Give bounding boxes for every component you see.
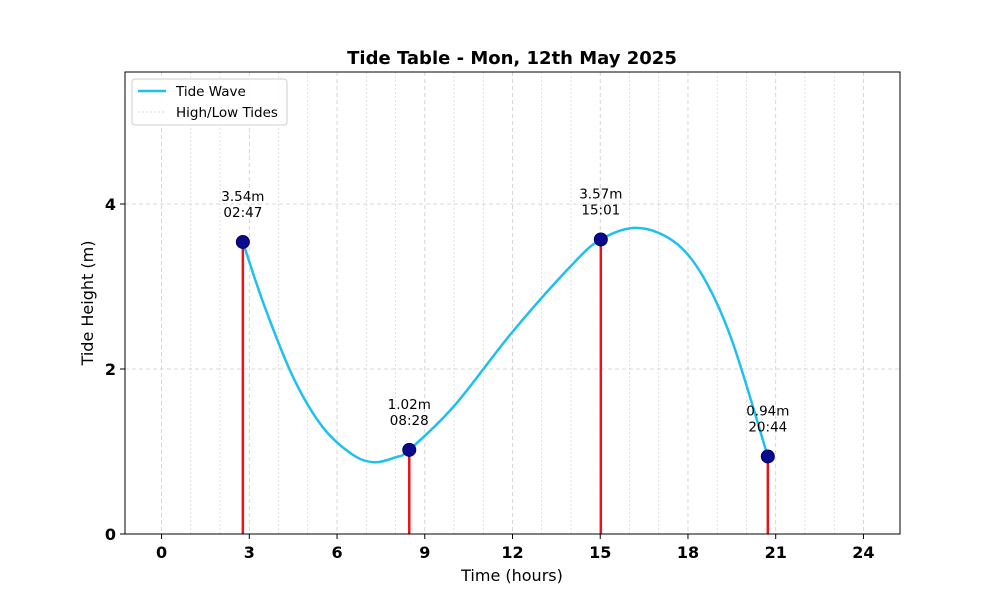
legend-label-tide-wave: Tide Wave	[175, 84, 246, 100]
tide-wave-line	[241, 226, 770, 464]
tide-marker	[402, 442, 417, 457]
grid	[125, 72, 900, 534]
y-tick-label: 4	[105, 195, 116, 214]
x-tick-label: 0	[156, 543, 167, 562]
tide-marker	[593, 232, 608, 247]
tide-markers	[235, 232, 775, 464]
legend: Tide Wave High/Low Tides	[131, 78, 288, 126]
tide-height-label: 3.57m	[579, 186, 622, 202]
x-tick-label: 3	[244, 543, 255, 562]
legend-label-high-low-tides: High/Low Tides	[176, 105, 278, 121]
tide-height-label: 3.54m	[221, 189, 264, 205]
y-axis-label: Tide Height (m)	[78, 241, 97, 367]
x-tick-label: 15	[589, 543, 611, 562]
tide-marker	[760, 449, 775, 464]
legend-box	[131, 78, 288, 126]
y-axis-ticks: 0 2 4	[105, 195, 125, 544]
tide-stems	[241, 239, 770, 534]
x-tick-label: 21	[765, 543, 787, 562]
y-tick-label: 2	[105, 360, 116, 379]
x-tick-label: 6	[331, 543, 342, 562]
x-tick-label: 9	[419, 543, 430, 562]
chart-title: Tide Table - Mon, 12th May 2025	[347, 48, 677, 69]
x-tick-label: 24	[852, 543, 874, 562]
x-tick-label: 12	[501, 543, 523, 562]
tide-marker	[235, 234, 250, 249]
tide-time-label: 20:44	[748, 419, 787, 435]
x-axis-label: Time (hours)	[460, 566, 563, 585]
tide-height-label: 1.02m	[388, 397, 431, 413]
tide-height-label: 0.94m	[746, 403, 789, 419]
tide-time-label: 08:28	[390, 413, 429, 429]
x-axis-ticks: 0 3 6 9 12 15 18 21 24	[156, 534, 875, 562]
tide-time-label: 15:01	[581, 202, 620, 218]
x-tick-label: 18	[677, 543, 699, 562]
tide-time-label: 02:47	[223, 205, 262, 221]
y-tick-label: 0	[105, 525, 116, 544]
